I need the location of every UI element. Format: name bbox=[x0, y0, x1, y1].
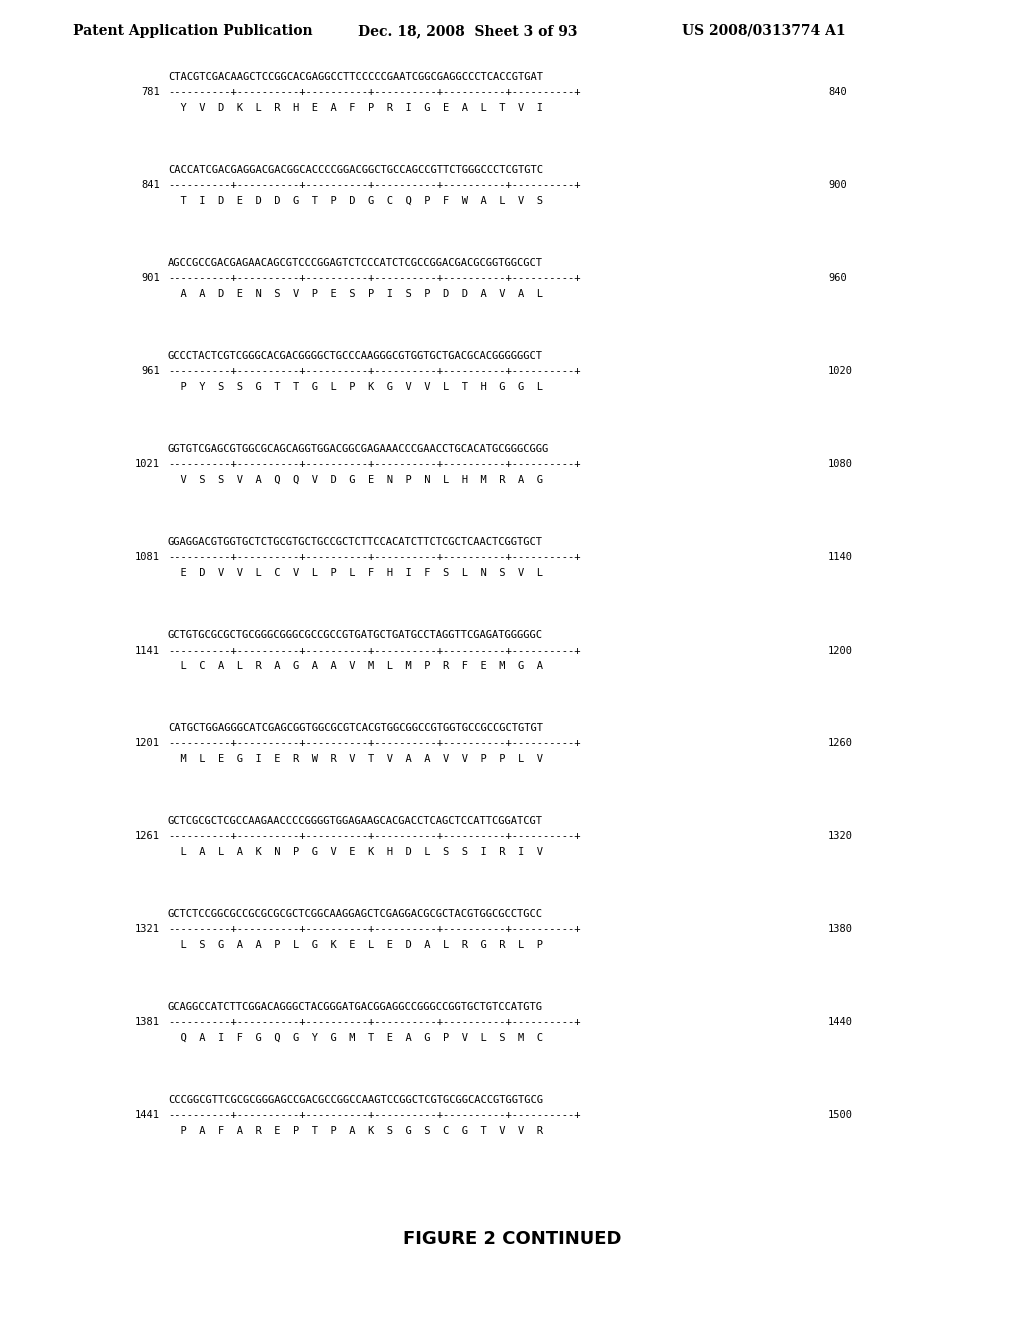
Text: ----------+----------+----------+----------+----------+----------+: ----------+----------+----------+-------… bbox=[168, 87, 581, 98]
Text: GCCCTACTCGTCGGGCACGACGGGGCTGCCCAAGGGCGTGGTGCTGACGCACGGGGGGCT: GCCCTACTCGTCGGGCACGACGGGGCTGCCCAAGGGCGTG… bbox=[168, 351, 543, 360]
Text: CATGCTGGAGGGCATCGAGCGGTGGCGCGTCACGTGGCGGCCGTGGTGCCGCCGCTGTGT: CATGCTGGAGGGCATCGAGCGGTGGCGCGTCACGTGGCGG… bbox=[168, 723, 543, 733]
Text: M  L  E  G  I  E  R  W  R  V  T  V  A  A  V  V  P  P  L  V: M L E G I E R W R V T V A A V V P P L V bbox=[168, 754, 543, 764]
Text: GCTCGCGCTCGCCAAGAACCCCGGGGTGGAGAAGCACGACCTCAGCTCCATTCGGATCGT: GCTCGCGCTCGCCAAGAACCCCGGGGTGGAGAAGCACGAC… bbox=[168, 816, 543, 826]
Text: GGAGGACGTGGTGCTCTGCGTGCTGCCGCTCTTCCACATCTTCTCGCTCAACTCGGTGCT: GGAGGACGTGGTGCTCTGCGTGCTGCCGCTCTTCCACATC… bbox=[168, 537, 543, 546]
Text: ----------+----------+----------+----------+----------+----------+: ----------+----------+----------+-------… bbox=[168, 832, 581, 842]
Text: AGCCGCCGACGAGAACAGCGTCCCGGAGTCTCCCATCTCGCCGGACGACGCGGTGGCGCT: AGCCGCCGACGAGAACAGCGTCCCGGAGTCTCCCATCTCG… bbox=[168, 257, 543, 268]
Text: 841: 841 bbox=[141, 181, 160, 190]
Text: 961: 961 bbox=[141, 367, 160, 376]
Text: GCAGGCCATCTTCGGACAGGGCTACGGGATGACGGAGGCCGGGCCGGTGCTGTCCATGTG: GCAGGCCATCTTCGGACAGGGCTACGGGATGACGGAGGCC… bbox=[168, 1002, 543, 1012]
Text: US 2008/0313774 A1: US 2008/0313774 A1 bbox=[682, 24, 846, 38]
Text: 781: 781 bbox=[141, 87, 160, 98]
Text: 1141: 1141 bbox=[135, 645, 160, 656]
Text: 901: 901 bbox=[141, 273, 160, 284]
Text: T  I  D  E  D  D  G  T  P  D  G  C  Q  P  F  W  A  L  V  S: T I D E D D G T P D G C Q P F W A L V S bbox=[168, 195, 543, 206]
Text: 1081: 1081 bbox=[135, 553, 160, 562]
Text: 1260: 1260 bbox=[828, 738, 853, 748]
Text: 1441: 1441 bbox=[135, 1110, 160, 1121]
Text: 960: 960 bbox=[828, 273, 847, 284]
Text: 1320: 1320 bbox=[828, 832, 853, 842]
Text: ----------+----------+----------+----------+----------+----------+: ----------+----------+----------+-------… bbox=[168, 645, 581, 656]
Text: 1020: 1020 bbox=[828, 367, 853, 376]
Text: Patent Application Publication: Patent Application Publication bbox=[73, 24, 312, 38]
Text: CTACGTCGACAAGCTCCGGCACGAGGCCTTCCCCCGAATCGGCGAGGCCCTCACCGTGAT: CTACGTCGACAAGCTCCGGCACGAGGCCTTCCCCCGAATC… bbox=[168, 73, 543, 82]
Text: Q  A  I  F  G  Q  G  Y  G  M  T  E  A  G  P  V  L  S  M  C: Q A I F G Q G Y G M T E A G P V L S M C bbox=[168, 1034, 543, 1043]
Text: 1321: 1321 bbox=[135, 924, 160, 935]
Text: 1500: 1500 bbox=[828, 1110, 853, 1121]
Text: ----------+----------+----------+----------+----------+----------+: ----------+----------+----------+-------… bbox=[168, 273, 581, 284]
Text: ----------+----------+----------+----------+----------+----------+: ----------+----------+----------+-------… bbox=[168, 924, 581, 935]
Text: 1140: 1140 bbox=[828, 553, 853, 562]
Text: Y  V  D  K  L  R  H  E  A  F  P  R  I  G  E  A  L  T  V  I: Y V D K L R H E A F P R I G E A L T V I bbox=[168, 103, 543, 114]
Text: 900: 900 bbox=[828, 181, 847, 190]
Text: L  A  L  A  K  N  P  G  V  E  K  H  D  L  S  S  I  R  I  V: L A L A K N P G V E K H D L S S I R I V bbox=[168, 847, 543, 857]
Text: CACCATCGACGAGGACGACGGCACCCCGGACGGCTGCCAGCCGTTCTGGGCCCTCGTGTC: CACCATCGACGAGGACGACGGCACCCCGGACGGCTGCCAG… bbox=[168, 165, 543, 176]
Text: P  A  F  A  R  E  P  T  P  A  K  S  G  S  C  G  T  V  V  R: P A F A R E P T P A K S G S C G T V V R bbox=[168, 1126, 543, 1137]
Text: 1201: 1201 bbox=[135, 738, 160, 748]
Text: ----------+----------+----------+----------+----------+----------+: ----------+----------+----------+-------… bbox=[168, 738, 581, 748]
Text: 1021: 1021 bbox=[135, 459, 160, 470]
Text: GCTCTCCGGCGCCGCGCGCGCTCGGCAAGGAGCTCGAGGACGCGCTACGTGGCGCCTGCC: GCTCTCCGGCGCCGCGCGCGCTCGGCAAGGAGCTCGAGGA… bbox=[168, 909, 543, 919]
Text: ----------+----------+----------+----------+----------+----------+: ----------+----------+----------+-------… bbox=[168, 1018, 581, 1027]
Text: CCCGGCGTTCGCGCGGGAGCCGACGCCGGCCAAGTCCGGCTCGTGCGGCACCGTGGTGCG: CCCGGCGTTCGCGCGGGAGCCGACGCCGGCCAAGTCCGGC… bbox=[168, 1096, 543, 1105]
Text: 1080: 1080 bbox=[828, 459, 853, 470]
Text: 1380: 1380 bbox=[828, 924, 853, 935]
Text: ----------+----------+----------+----------+----------+----------+: ----------+----------+----------+-------… bbox=[168, 1110, 581, 1121]
Text: 1261: 1261 bbox=[135, 832, 160, 842]
Text: Dec. 18, 2008  Sheet 3 of 93: Dec. 18, 2008 Sheet 3 of 93 bbox=[358, 24, 578, 38]
Text: 1381: 1381 bbox=[135, 1018, 160, 1027]
Text: ----------+----------+----------+----------+----------+----------+: ----------+----------+----------+-------… bbox=[168, 181, 581, 190]
Text: GCTGTGCGCGCTGCGGGCGGGCGCCGCCGTGATGCTGATGCCTAGGTTCGAGATGGGGGC: GCTGTGCGCGCTGCGGGCGGGCGCCGCCGTGATGCTGATG… bbox=[168, 630, 543, 640]
Text: V  S  S  V  A  Q  Q  V  D  G  E  N  P  N  L  H  M  R  A  G: V S S V A Q Q V D G E N P N L H M R A G bbox=[168, 475, 543, 484]
Text: P  Y  S  S  G  T  T  G  L  P  K  G  V  V  L  T  H  G  G  L: P Y S S G T T G L P K G V V L T H G G L bbox=[168, 381, 543, 392]
Text: L  S  G  A  A  P  L  G  K  E  L  E  D  A  L  R  G  R  L  P: L S G A A P L G K E L E D A L R G R L P bbox=[168, 940, 543, 950]
Text: E  D  V  V  L  C  V  L  P  L  F  H  I  F  S  L  N  S  V  L: E D V V L C V L P L F H I F S L N S V L bbox=[168, 568, 543, 578]
Text: 840: 840 bbox=[828, 87, 847, 98]
Text: 1440: 1440 bbox=[828, 1018, 853, 1027]
Text: FIGURE 2 CONTINUED: FIGURE 2 CONTINUED bbox=[402, 1230, 622, 1247]
Text: ----------+----------+----------+----------+----------+----------+: ----------+----------+----------+-------… bbox=[168, 459, 581, 470]
Text: L  C  A  L  R  A  G  A  A  V  M  L  M  P  R  F  E  M  G  A: L C A L R A G A A V M L M P R F E M G A bbox=[168, 661, 543, 671]
Text: ----------+----------+----------+----------+----------+----------+: ----------+----------+----------+-------… bbox=[168, 553, 581, 562]
Text: 1200: 1200 bbox=[828, 645, 853, 656]
Text: A  A  D  E  N  S  V  P  E  S  P  I  S  P  D  D  A  V  A  L: A A D E N S V P E S P I S P D D A V A L bbox=[168, 289, 543, 300]
Text: GGTGTCGAGCGTGGCGCAGCAGGTGGACGGCGAGAAACCCGAACCTGCACATGCGGGCGGG: GGTGTCGAGCGTGGCGCAGCAGGTGGACGGCGAGAAACCC… bbox=[168, 444, 549, 454]
Text: ----------+----------+----------+----------+----------+----------+: ----------+----------+----------+-------… bbox=[168, 367, 581, 376]
